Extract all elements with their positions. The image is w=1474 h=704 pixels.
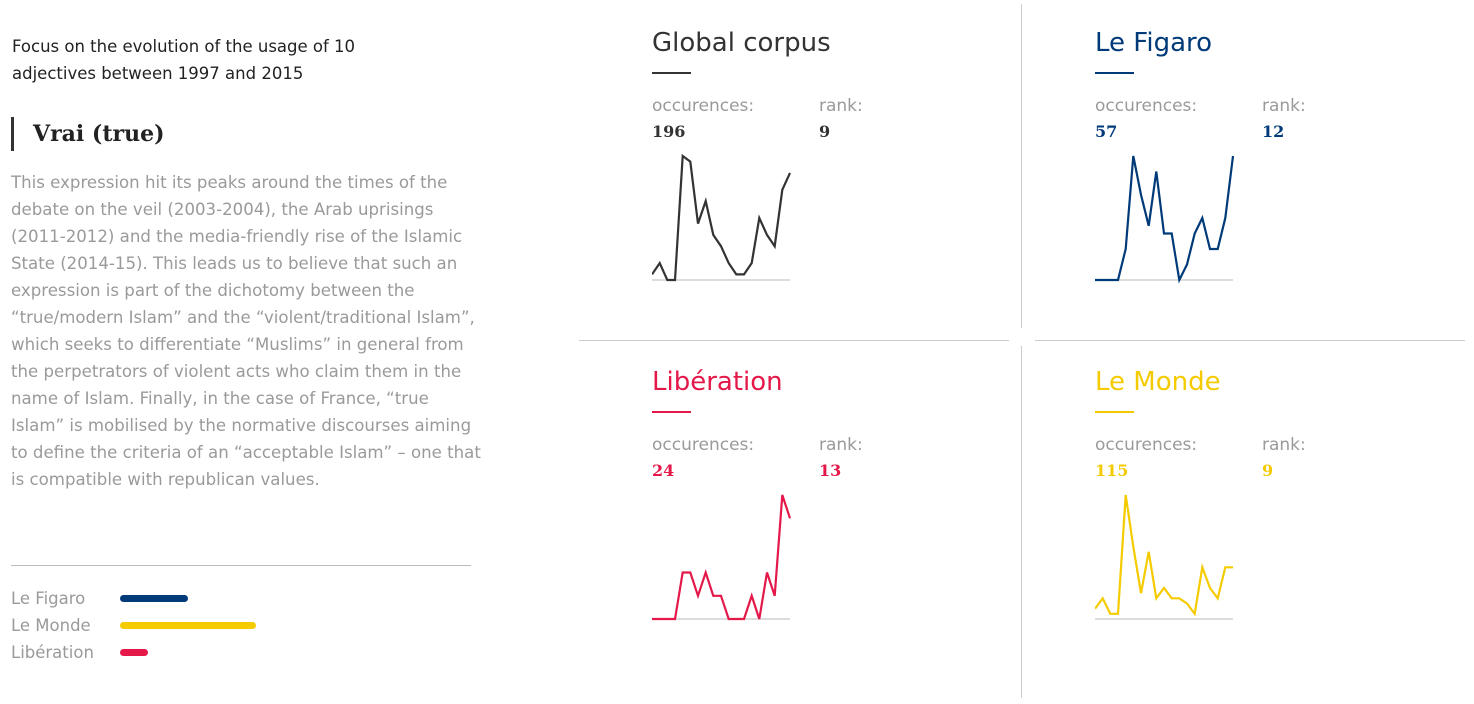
occurrences-label: occurences: (1095, 96, 1198, 116)
rank-value: 13 (819, 461, 842, 480)
occurrences-value: 24 (652, 461, 675, 480)
legend-label: Le Figaro (11, 589, 86, 608)
legend-item-le-figaro: Le Figaro (11, 585, 188, 612)
legend-label: Libération (11, 643, 94, 662)
rank-label: rank: (1262, 435, 1306, 455)
occurrences-value: 57 (1095, 122, 1118, 141)
legend-item-le-monde: Le Monde (11, 612, 256, 639)
rank-label: rank: (1262, 96, 1306, 116)
panel-le-monde: Le Monde occurences: rank: 115 9 (1095, 346, 1474, 646)
panel-title-underline (1095, 411, 1134, 413)
grid-divider-horizontal-right (1035, 340, 1465, 341)
occurrences-label: occurences: (1095, 435, 1198, 455)
occurrences-value: 196 (652, 122, 686, 141)
panel-liberation: Libération occurences: rank: 24 13 (652, 346, 1032, 646)
panel-title: Libération (652, 367, 783, 397)
legend-item-liberation: Libération (11, 639, 148, 666)
rank-label: rank: (819, 96, 863, 116)
panel-le-figaro: Le Figaro occurences: rank: 57 12 (1095, 7, 1474, 307)
rank-label: rank: (819, 435, 863, 455)
panel-title-underline (1095, 72, 1134, 74)
word-title: Vrai (true) (11, 117, 165, 151)
occurrences-label: occurences: (652, 435, 755, 455)
rank-value: 12 (1262, 122, 1285, 141)
sparkline-chart (1095, 494, 1233, 620)
sparkline-series (1095, 494, 1233, 617)
word-description: This expression hit its peaks around the… (11, 173, 481, 489)
legend-bar (120, 649, 148, 656)
panel-title: Le Monde (1095, 367, 1221, 397)
legend-bar (120, 622, 256, 629)
occurrences-value: 115 (1095, 461, 1129, 480)
sparkline-series (652, 153, 792, 282)
panel-title: Global corpus (652, 28, 831, 58)
sparkline-series (652, 494, 792, 621)
rank-value: 9 (819, 122, 831, 141)
legend-divider (11, 565, 471, 566)
intro-text: Focus on the evolution of the usage of 1… (12, 37, 356, 83)
sparkline-series (1095, 155, 1235, 284)
legend-label: Le Monde (11, 616, 91, 635)
sparkline-chart (1095, 155, 1235, 284)
sparkline-chart (652, 153, 792, 282)
panel-title-underline (652, 411, 691, 413)
legend-bar (120, 595, 188, 602)
panel-title-underline (652, 72, 691, 74)
sparkline-chart (652, 494, 792, 621)
grid-divider-vertical-top (1021, 4, 1022, 328)
panel-title: Le Figaro (1095, 28, 1213, 58)
rank-value: 9 (1262, 461, 1274, 480)
legend: Le Figaro Le Monde Libération (11, 585, 256, 666)
panel-global-corpus: Global corpus occurences: rank: 196 9 (652, 7, 1032, 307)
occurrences-label: occurences: (652, 96, 755, 116)
grid-divider-horizontal-left (579, 340, 1009, 341)
grid-divider-vertical-bottom (1021, 346, 1022, 698)
